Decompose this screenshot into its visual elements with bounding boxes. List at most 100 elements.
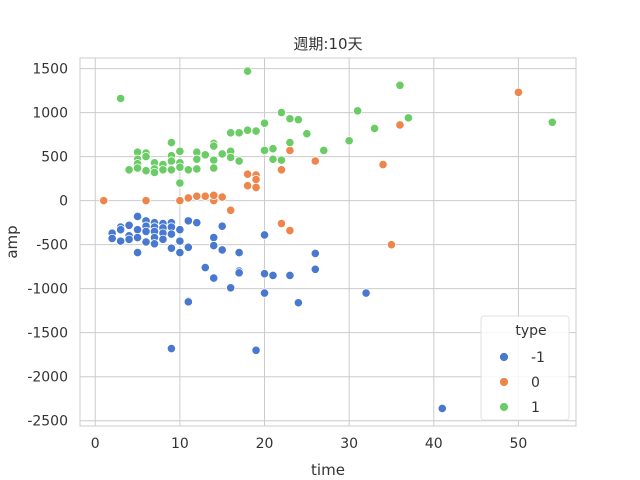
data-point-type--1 [293,298,303,308]
data-point-type--1 [209,273,219,283]
data-point-type--1 [209,240,219,251]
data-point-type-1 [166,165,177,175]
y-tick-label: 500 [41,150,68,166]
data-point-type-1 [192,164,202,174]
legend-title: type [515,323,546,339]
data-point-type-0 [395,120,405,130]
data-point-type--1 [141,226,151,237]
data-point-type-1 [166,156,177,166]
data-point-type-0 [285,225,295,236]
x-tick-label: 20 [256,436,274,452]
data-point-type-1 [124,165,134,175]
data-point-type-1 [547,117,557,127]
data-point-type--1 [259,230,270,240]
legend-box [480,315,570,421]
data-point-type-1 [175,178,185,188]
data-point-type--1 [132,247,143,258]
data-point-type--1 [209,232,219,243]
data-point-type-1 [276,155,287,165]
data-point-type--1 [166,229,177,239]
data-point-type-1 [369,123,380,134]
data-point-type-1 [183,165,193,175]
data-point-type--1 [132,232,143,243]
data-point-type--1 [192,218,202,228]
data-point-type-1 [192,154,202,164]
data-point-type-0 [217,192,227,202]
data-point-type-1 [293,115,303,125]
data-point-type-0 [251,182,261,193]
y-tick-label: 0 [59,194,68,210]
data-point-type--1 [437,403,447,413]
y-tick-label: 1500 [32,62,68,78]
data-point-type-1 [302,129,312,139]
legend-label: 0 [531,375,540,391]
legend-label: 1 [531,400,540,416]
x-tick-label: 0 [91,436,100,452]
x-tick-label: 30 [340,436,358,452]
x-tick-label: 10 [171,436,189,452]
data-point-type--1 [183,297,193,307]
legend-marker [499,352,509,362]
data-point-type-1 [242,66,253,76]
data-point-type-0 [226,205,236,215]
data-point-type--1 [200,262,210,273]
x-axis-label: time [311,461,345,479]
data-point-type-0 [183,193,193,203]
data-point-type--1 [116,225,126,235]
y-tick-label: 1000 [32,106,68,122]
data-point-type-1 [285,114,295,124]
data-point-type-1 [242,125,253,135]
data-point-type--1 [141,237,151,247]
data-point-type-0 [175,196,185,206]
data-point-type-1 [234,128,244,138]
data-point-type--1 [217,245,227,255]
data-point-type--1 [234,247,244,258]
data-point-type-1 [209,141,219,151]
data-point-type--1 [285,270,295,281]
data-point-type--1 [259,269,270,279]
data-point-type-1 [259,118,270,128]
x-tick-label: 40 [425,436,443,452]
tick-labels: 0 10 20 30 40 50 1500 1000 500 0 -500 -1000 -1500 -20… [27,62,527,452]
data-point-type--1 [132,211,143,222]
data-point-type-0 [310,156,320,166]
y-tick-label: -2500 [27,414,68,430]
data-point-type--1 [226,283,236,293]
data-point-type-0 [251,174,261,185]
data-point-type--1 [217,221,227,231]
data-point-type-1 [226,128,236,138]
data-point-type--1 [124,220,134,230]
chart-title: 週期:10天 [293,35,362,53]
data-point-type-1 [251,126,261,136]
y-tick-label: -1500 [27,326,68,342]
data-point-type--1 [158,234,168,244]
data-point-type--1 [268,270,278,281]
data-point-type-1 [175,146,185,156]
data-point-type-1 [268,154,278,164]
y-tick-label: -1000 [27,282,68,298]
data-point-type-1 [116,93,126,104]
data-point-type-0 [285,145,295,156]
legend-label: -1 [531,350,545,366]
legend-marker [499,377,509,387]
data-point-type-1 [353,106,363,116]
data-point-type-0 [200,191,210,201]
data-point-type-1 [166,137,177,148]
data-point-type--1 [116,236,126,246]
data-point-type--1 [310,264,320,274]
data-point-type-0 [242,169,253,179]
data-point-type-0 [276,218,287,229]
data-point-type--1 [361,288,371,298]
data-point-type-1 [319,145,329,156]
data-point-type-0 [99,196,109,206]
data-point-type-1 [395,80,405,90]
data-point-type--1 [251,345,261,355]
data-point-type--1 [234,268,244,278]
data-point-type--1 [149,239,160,249]
data-point-type-1 [141,152,151,162]
data-point-type-1 [209,155,219,165]
data-point-type-0 [386,240,397,250]
data-point-type-1 [268,144,278,154]
